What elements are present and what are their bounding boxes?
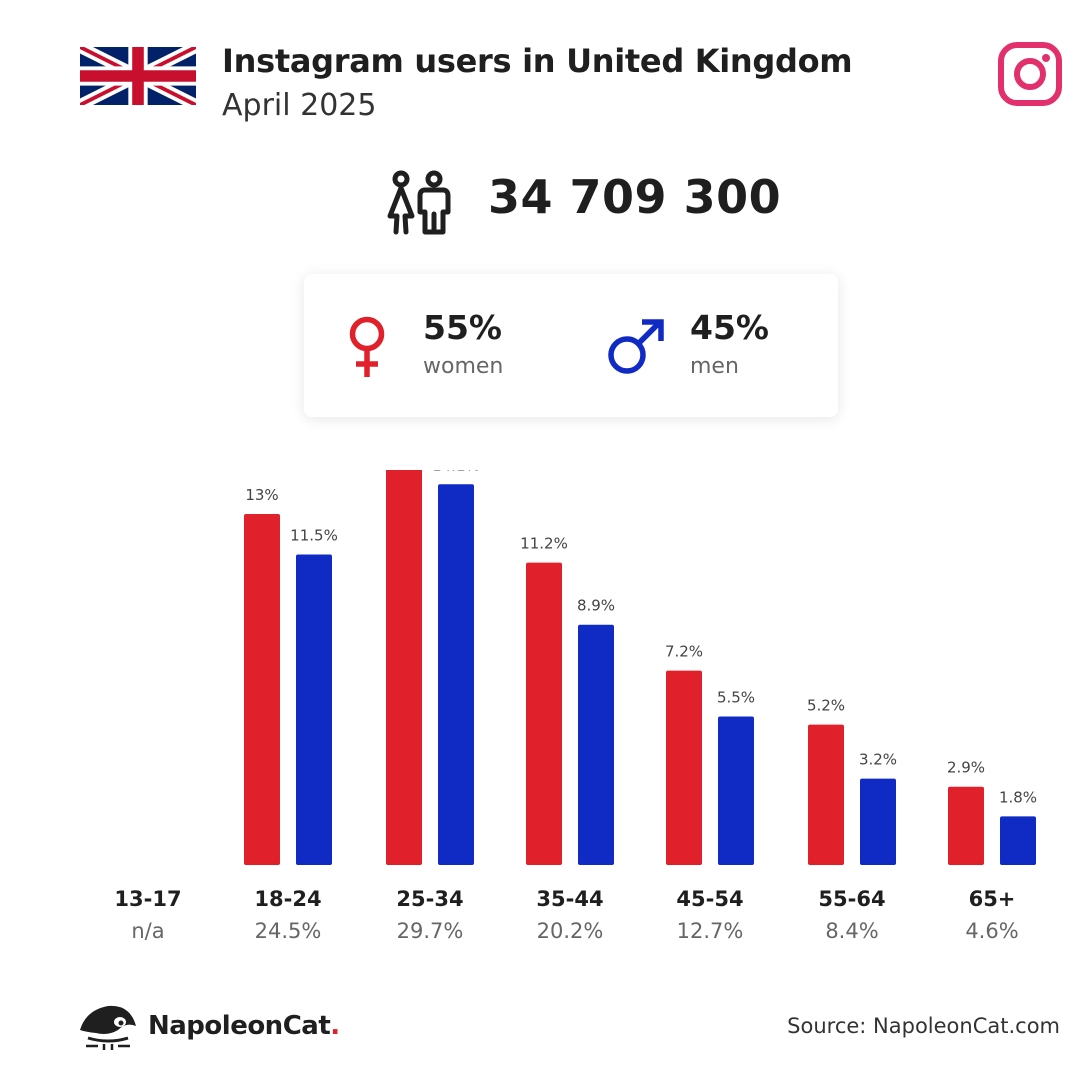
bar-value-label: 5.5% [717, 689, 755, 707]
bar-value-label: 5.2% [807, 697, 845, 715]
source-credit: Source: NapoleonCat.com [787, 1014, 1060, 1038]
page-subtitle: April 2025 [222, 88, 377, 123]
bar-women-55-64 [808, 724, 844, 865]
people-icon [387, 170, 451, 235]
bar-value-label: 1.8% [999, 788, 1037, 806]
bar-value-label: 11.5% [290, 527, 338, 545]
age-group-total: 12.7% [677, 919, 744, 943]
uk-flag-icon [80, 47, 196, 105]
brand-name: NapoleonCat. [148, 1011, 340, 1041]
age-group-label: 25-34 [396, 887, 463, 911]
age-group-label: 13-17 [114, 887, 181, 911]
bar-women-25-34 [386, 470, 422, 865]
bar-value-label: 7.2% [665, 643, 703, 661]
instagram-icon [998, 42, 1062, 106]
age-gender-bar-chart: 13-17n/a13%11.5%18-2424.5%15.6%14.1%25-3… [114, 470, 1037, 943]
bar-men-18-24 [296, 554, 332, 865]
age-group-total: 20.2% [537, 919, 604, 943]
age-group-label: 55-64 [818, 887, 885, 911]
women-label: women [423, 354, 504, 379]
bar-value-label: 13% [245, 486, 278, 504]
bar-men-45-54 [718, 716, 754, 865]
bar-men-35-44 [578, 624, 614, 865]
page-title: Instagram users in United Kingdom [222, 42, 853, 80]
gender-split-card: 55% women 45% men [304, 274, 838, 417]
total-users-value: 34 709 300 [488, 170, 782, 224]
men-label: men [690, 354, 739, 379]
age-group-total: n/a [131, 919, 164, 943]
bar-value-label: 2.9% [947, 759, 985, 777]
male-symbol-icon [608, 319, 664, 374]
age-group-label: 45-54 [676, 887, 743, 911]
age-group-total: 8.4% [825, 919, 878, 943]
men-percent: 45% [690, 308, 769, 347]
bar-value-label: 14.1% [432, 470, 480, 474]
bar-men-55-64 [860, 778, 896, 865]
women-percent: 55% [423, 308, 502, 347]
female-symbol-icon [349, 316, 385, 377]
bar-women-35-44 [526, 562, 562, 865]
age-group-total: 4.6% [965, 919, 1018, 943]
napoleoncat-logo-icon [80, 1005, 136, 1050]
bar-value-label: 8.9% [577, 597, 615, 615]
bar-value-label: 11.2% [520, 535, 568, 553]
bar-women-65+ [948, 786, 984, 865]
bar-women-18-24 [244, 514, 280, 865]
bar-men-65+ [1000, 816, 1036, 865]
age-group-label: 65+ [969, 887, 1016, 911]
bar-value-label: 3.2% [859, 751, 897, 769]
bar-women-45-54 [666, 670, 702, 865]
age-group-total: 29.7% [397, 919, 464, 943]
age-group-total: 24.5% [255, 919, 322, 943]
age-group-label: 18-24 [254, 887, 321, 911]
bar-men-25-34 [438, 484, 474, 865]
age-group-label: 35-44 [536, 887, 603, 911]
